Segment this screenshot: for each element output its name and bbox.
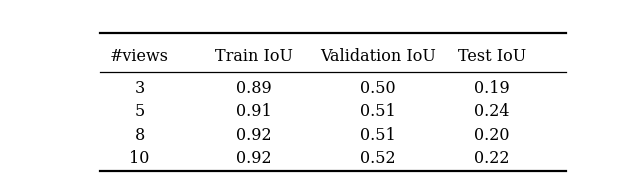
Text: 0.51: 0.51 [360, 103, 396, 120]
Text: 0.92: 0.92 [236, 150, 271, 167]
Text: 8: 8 [134, 127, 145, 144]
Text: 3: 3 [134, 80, 145, 97]
Text: 0.19: 0.19 [474, 80, 509, 97]
Text: 0.20: 0.20 [474, 127, 509, 144]
Text: 0.89: 0.89 [236, 80, 271, 97]
Text: Test IoU: Test IoU [458, 48, 526, 65]
Text: 0.22: 0.22 [474, 150, 509, 167]
Text: Train IoU: Train IoU [214, 48, 292, 65]
Text: 0.51: 0.51 [360, 127, 396, 144]
Text: 5: 5 [134, 103, 145, 120]
Text: 0.91: 0.91 [236, 103, 271, 120]
Text: 0.24: 0.24 [474, 103, 509, 120]
Text: 0.50: 0.50 [360, 80, 396, 97]
Text: Validation IoU: Validation IoU [319, 48, 436, 65]
Text: 0.52: 0.52 [360, 150, 396, 167]
Text: 0.92: 0.92 [236, 127, 271, 144]
Text: #views: #views [110, 48, 169, 65]
Text: 10: 10 [129, 150, 150, 167]
